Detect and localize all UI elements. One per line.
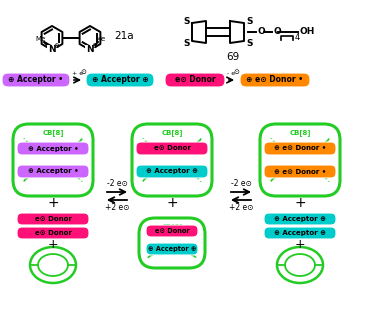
- Text: -2 e⊙: -2 e⊙: [231, 180, 252, 189]
- FancyBboxPatch shape: [264, 227, 336, 239]
- Text: 4: 4: [295, 33, 300, 41]
- Text: ⊕ e⊙ Donor •: ⊕ e⊙ Donor •: [247, 76, 303, 85]
- Ellipse shape: [30, 247, 76, 283]
- Text: -2 e⊙: -2 e⊙: [106, 180, 127, 189]
- FancyBboxPatch shape: [260, 124, 340, 196]
- Text: ⊕ Acceptor •: ⊕ Acceptor •: [28, 168, 78, 174]
- Text: CB[8]: CB[8]: [289, 129, 311, 136]
- Text: N: N: [48, 46, 56, 55]
- FancyBboxPatch shape: [146, 225, 198, 237]
- FancyBboxPatch shape: [2, 73, 70, 87]
- Text: e⊙ Donor: e⊙ Donor: [155, 228, 189, 234]
- Text: +: +: [166, 196, 178, 210]
- FancyBboxPatch shape: [17, 165, 89, 178]
- Text: CB[8]: CB[8]: [161, 129, 183, 136]
- Text: S: S: [246, 17, 252, 26]
- Text: +: +: [294, 196, 306, 210]
- Ellipse shape: [277, 247, 323, 283]
- Text: ⊕ Acceptor •: ⊕ Acceptor •: [28, 145, 78, 152]
- FancyBboxPatch shape: [240, 73, 310, 87]
- Text: +: +: [47, 196, 59, 210]
- FancyBboxPatch shape: [139, 218, 205, 268]
- Text: +2 e⊙: +2 e⊙: [229, 204, 253, 212]
- Text: 21a: 21a: [114, 31, 134, 41]
- FancyBboxPatch shape: [264, 165, 336, 178]
- FancyBboxPatch shape: [13, 124, 93, 196]
- Text: ⊕ Acceptor ⊕: ⊕ Acceptor ⊕: [274, 216, 326, 222]
- Text: ⊕ Acceptor ⊕: ⊕ Acceptor ⊕: [92, 76, 148, 85]
- Text: Me: Me: [36, 36, 46, 42]
- Text: ⊕ e⊙ Donor •: ⊕ e⊙ Donor •: [274, 168, 326, 174]
- Text: ⊕ e⊙ Donor •: ⊕ e⊙ Donor •: [274, 145, 326, 152]
- Text: ⊕: ⊕: [91, 43, 97, 49]
- Ellipse shape: [285, 254, 315, 276]
- Text: e⊙ Donor: e⊙ Donor: [175, 76, 215, 85]
- FancyBboxPatch shape: [136, 142, 208, 155]
- Text: OH: OH: [300, 27, 315, 36]
- Text: O: O: [258, 27, 266, 36]
- FancyBboxPatch shape: [17, 142, 89, 155]
- FancyBboxPatch shape: [17, 213, 89, 225]
- Text: ⊕ Acceptor ⊕: ⊕ Acceptor ⊕: [274, 230, 326, 236]
- Text: Me: Me: [96, 36, 106, 42]
- Text: + e: + e: [72, 71, 83, 76]
- Text: +: +: [48, 239, 58, 251]
- Text: CB[8]: CB[8]: [42, 129, 64, 136]
- FancyBboxPatch shape: [136, 165, 208, 178]
- Text: CB[8]: CB[8]: [161, 223, 183, 230]
- Text: ⊕ Acceptor ⊕: ⊕ Acceptor ⊕: [146, 168, 198, 174]
- Text: +2 e⊙: +2 e⊙: [105, 204, 129, 212]
- Text: ⊕ Acceptor •: ⊕ Acceptor •: [9, 76, 63, 85]
- FancyBboxPatch shape: [17, 227, 89, 239]
- Text: S: S: [183, 39, 190, 48]
- Text: O: O: [274, 27, 282, 36]
- Text: ⊕: ⊕: [53, 43, 59, 49]
- FancyBboxPatch shape: [86, 73, 154, 87]
- FancyBboxPatch shape: [264, 142, 336, 155]
- Text: e⊙ Donor: e⊙ Donor: [34, 230, 72, 236]
- Text: N: N: [86, 46, 94, 55]
- Text: 69: 69: [226, 52, 240, 62]
- Ellipse shape: [38, 254, 68, 276]
- Text: ⊙: ⊙: [80, 69, 86, 75]
- Text: e⊙ Donor: e⊙ Donor: [154, 145, 190, 152]
- Text: S: S: [183, 17, 190, 26]
- FancyBboxPatch shape: [264, 213, 336, 225]
- FancyBboxPatch shape: [132, 124, 212, 196]
- Text: ⊙: ⊙: [233, 69, 239, 75]
- Text: ⊕ Acceptor ⊕: ⊕ Acceptor ⊕: [148, 246, 196, 252]
- FancyBboxPatch shape: [165, 73, 225, 87]
- Text: e⊙ Donor: e⊙ Donor: [34, 216, 72, 222]
- Text: S: S: [246, 39, 252, 48]
- Text: - e: - e: [227, 71, 235, 76]
- Text: +: +: [295, 239, 305, 251]
- FancyBboxPatch shape: [146, 243, 198, 255]
